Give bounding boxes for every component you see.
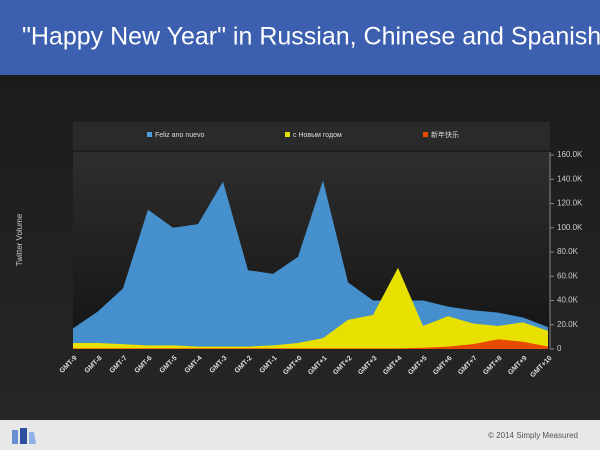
y-tick-label: 60.0K bbox=[557, 271, 579, 280]
legend-label: 新年快乐 bbox=[431, 130, 459, 139]
y-tick-label: 40.0K bbox=[557, 296, 579, 305]
legend-swatch bbox=[285, 132, 290, 137]
y-tick-label: 0 bbox=[557, 344, 562, 353]
legend-swatch bbox=[147, 132, 152, 137]
copyright: © 2014 Simply Measured bbox=[488, 431, 578, 440]
y-tick-label: 120.0K bbox=[557, 199, 583, 208]
legend-swatch bbox=[423, 132, 428, 137]
y-axis-title: Twitter Volume bbox=[15, 213, 24, 266]
legend-label: с Новым годом bbox=[293, 132, 342, 139]
slide-title: "Happy New Year" in Russian, Chinese and… bbox=[22, 23, 600, 51]
y-tick-label: 140.0K bbox=[557, 174, 583, 183]
area bbox=[73, 339, 548, 349]
legend-box bbox=[73, 122, 550, 150]
y-tick-label: 100.0K bbox=[557, 223, 583, 232]
legend-label: Feliz ano nuevo bbox=[155, 132, 205, 139]
y-tick-label: 20.0K bbox=[557, 320, 579, 329]
area bbox=[73, 267, 548, 349]
logo bbox=[12, 428, 36, 444]
header-band bbox=[0, 0, 600, 75]
y-tick-label: 80.0K bbox=[557, 247, 579, 256]
area bbox=[73, 180, 548, 349]
footer-band bbox=[0, 420, 600, 450]
y-tick-label: 160.0K bbox=[557, 150, 583, 159]
